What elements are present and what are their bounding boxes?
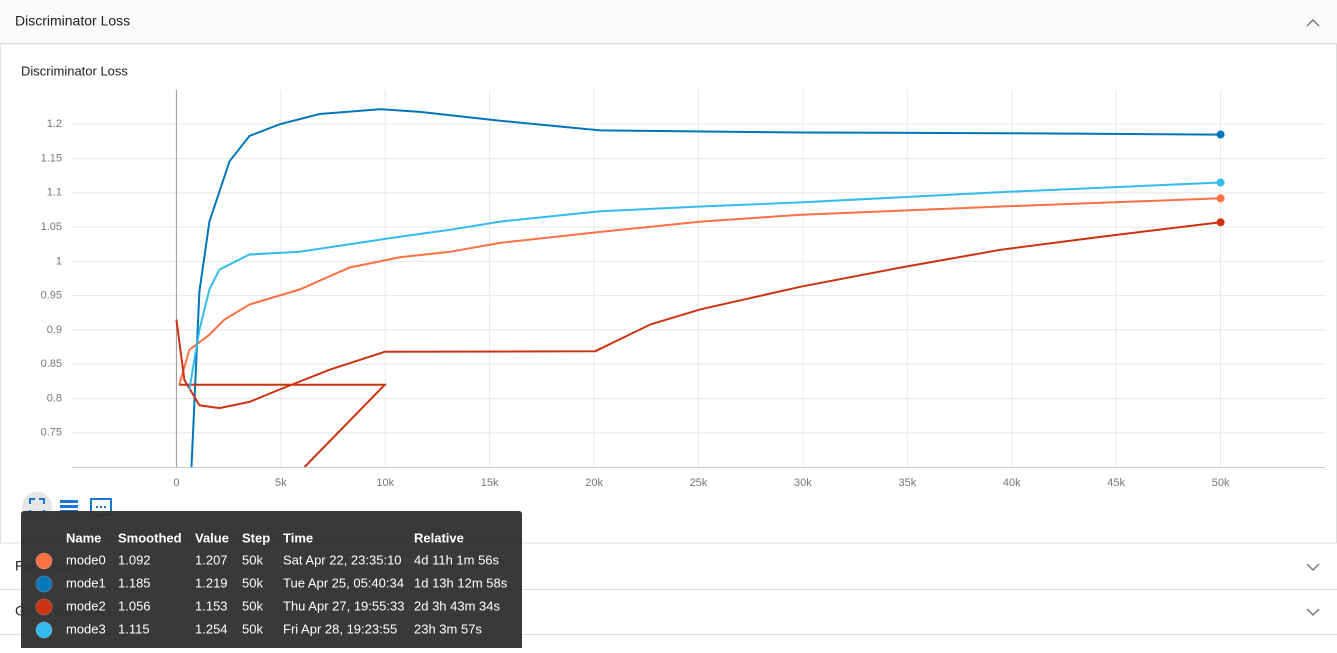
y-tick-label: 1.1 — [47, 187, 62, 199]
series-swatch — [35, 575, 53, 593]
tooltip-header: Relative — [414, 530, 464, 545]
y-tick-label: 0.75 — [41, 427, 62, 439]
tooltip-cell: Tue Apr 25, 05:40:34 — [283, 575, 404, 590]
x-tick-label: 25k — [690, 477, 708, 489]
tooltip: Name Smoothed Value Step Time Relative mode0 1.… — [21, 511, 522, 653]
y-tick-label: 0.95 — [41, 290, 62, 302]
y-tick-label: 0.85 — [41, 358, 62, 370]
y-tick-label: 0.8 — [47, 392, 62, 404]
series-line — [175, 221, 1221, 467]
tooltip-cell: 1.115 — [118, 621, 150, 636]
tooltip-cell: 1.153 — [195, 598, 228, 613]
series-line — [188, 181, 1221, 390]
x-tick-label: 20k — [585, 477, 603, 489]
expand-icon[interactable] — [1306, 563, 1320, 572]
panel-header[interactable] — [0, 0, 1337, 43]
tooltip-cell: Thu Apr 27, 19:55:33 — [283, 598, 404, 613]
tooltip-box — [21, 511, 522, 653]
tooltip-cell: 1d 13h 12m 58s — [414, 575, 508, 590]
chart-title: Discriminator Loss — [21, 63, 128, 78]
fit-icon — [29, 498, 45, 516]
tooltip-name: mode1 — [66, 575, 106, 590]
tooltip-cell: 1.254 — [195, 621, 228, 636]
tooltip-header: Smoothed — [118, 530, 182, 545]
tooltip-cell: 1.185 — [118, 575, 151, 590]
y-tick-label: 1.2 — [47, 118, 62, 130]
x-tick-label: 5k — [275, 477, 287, 489]
y-tick-label: 1 — [56, 255, 62, 267]
tooltip-name: mode2 — [66, 598, 106, 613]
x-tick-label: 35k — [898, 477, 916, 489]
plot: 0.75 0.8 0.85 0.9 0.95 1 1.05 1.1 1.15 1.2 0 5k 10k 1… — [41, 90, 1325, 489]
series-swatch — [35, 621, 53, 639]
tooltip-cell: 50k — [242, 621, 263, 636]
y-tick-label: 1.05 — [41, 221, 62, 233]
tooltip-cell: 1.056 — [118, 598, 151, 613]
series-swatch — [35, 598, 53, 616]
tooltip-cell: Fri Apr 28, 19:23:55 — [283, 621, 397, 636]
end-point — [1216, 178, 1225, 187]
end-point — [1216, 218, 1225, 227]
tooltip-cell: 50k — [242, 598, 263, 613]
tooltip-header: Step — [242, 530, 270, 545]
tooltip-cell: 1.219 — [195, 575, 228, 590]
series-line — [190, 108, 1221, 467]
tooltip-name: mode0 — [66, 552, 106, 567]
series-swatch — [35, 552, 53, 570]
x-tick-label: 50k — [1212, 477, 1230, 489]
tooltip-header: Name — [66, 530, 101, 545]
tooltip-header: Time — [283, 530, 313, 545]
tooltip-cell: Sat Apr 22, 23:35:10 — [283, 552, 402, 567]
x-tick-label: 30k — [794, 477, 812, 489]
tooltip-name: mode3 — [66, 621, 106, 636]
collapse-icon[interactable] — [1306, 18, 1320, 27]
tooltip-cell: 50k — [242, 575, 263, 590]
series-line — [178, 197, 1221, 385]
x-tick-label: 15k — [481, 477, 499, 489]
tooltip-cell: 2d 3h 43m 34s — [414, 598, 501, 613]
tooltip-cell: 1.092 — [118, 552, 151, 567]
x-tick-label: 0 — [173, 477, 179, 489]
tooltip-cell: 50k — [242, 552, 263, 567]
x-tick-label: 45k — [1107, 477, 1125, 489]
x-tick-label: 10k — [376, 477, 394, 489]
end-point — [1216, 130, 1225, 139]
y-tick-label: 0.9 — [47, 324, 62, 336]
panel-title: Discriminator Loss — [15, 13, 130, 29]
tooltip-cell: 23h 3m 57s — [414, 621, 482, 636]
tooltip-cell: 1.207 — [195, 552, 228, 567]
end-point — [1216, 194, 1225, 203]
y-tick-label: 1.15 — [41, 152, 62, 164]
tooltip-cell: 4d 11h 1m 56s — [414, 552, 500, 567]
x-tick-label: 40k — [1003, 477, 1021, 489]
expand-icon[interactable] — [1306, 608, 1320, 617]
tooltip-header: Value — [195, 530, 229, 545]
